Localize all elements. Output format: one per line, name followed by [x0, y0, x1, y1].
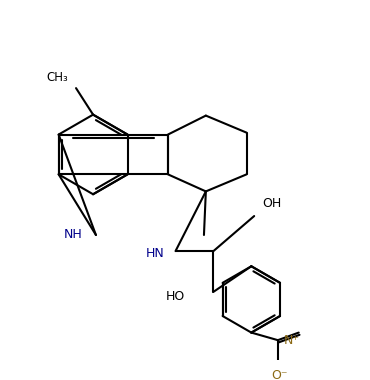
- Text: O⁻: O⁻: [272, 369, 288, 380]
- Text: N⁺: N⁺: [283, 334, 300, 347]
- Text: CH₃: CH₃: [47, 71, 68, 84]
- Text: HO: HO: [166, 290, 185, 303]
- Text: OH: OH: [262, 197, 281, 211]
- Text: HN: HN: [145, 247, 164, 260]
- Text: NH: NH: [64, 228, 83, 242]
